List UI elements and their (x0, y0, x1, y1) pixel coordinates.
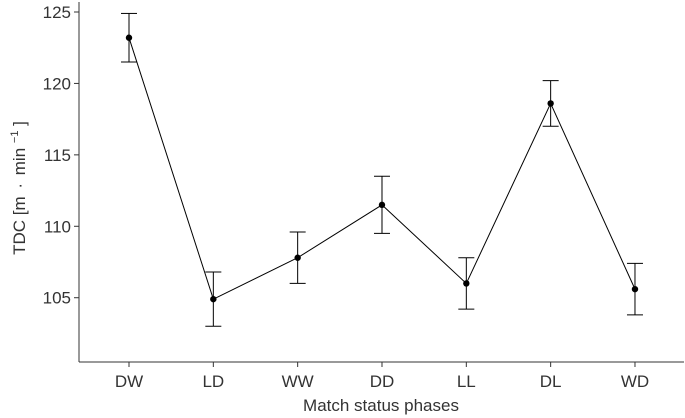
data-point (294, 254, 301, 261)
error-bars (121, 12, 643, 327)
y-tick-label: 120 (43, 74, 71, 93)
x-ticks: DW LD WW DD LL DL WD (115, 362, 649, 391)
data-point (125, 34, 133, 41)
y-tick-label: 105 (43, 289, 71, 308)
y-axis-title-dot: · (10, 183, 29, 189)
x-tick-label: DW (115, 372, 143, 391)
data-point (631, 285, 639, 293)
y-axis-title-close: ] (10, 121, 29, 126)
x-tick-label: DL (540, 372, 562, 391)
series-line-path (128, 37, 636, 300)
data-point (210, 295, 217, 303)
x-axis-title: Match status phases (303, 396, 459, 415)
data-point (378, 201, 386, 209)
y-axis-title-main: TDC [m (10, 196, 29, 255)
x-tick-label: LL (457, 372, 476, 391)
data-points (125, 34, 639, 303)
data-point (547, 100, 554, 107)
x-tick-label: WW (282, 372, 314, 391)
y-tick-label: 125 (43, 3, 71, 22)
series-line (128, 37, 636, 300)
y-axis-title-unit: min (10, 148, 29, 175)
y-ticks: 105 110 115 120 125 (43, 3, 79, 308)
y-axis-title: TDC [m · min −1 ] (3, 121, 29, 255)
x-tick-label: WD (621, 372, 649, 391)
y-axis-title-exp: −1 (9, 131, 21, 144)
data-point (463, 280, 470, 287)
y-tick-label: 110 (44, 217, 71, 236)
x-tick-label: LD (202, 372, 224, 391)
x-tick-label: DD (370, 372, 395, 391)
y-tick-label: 115 (44, 146, 71, 165)
